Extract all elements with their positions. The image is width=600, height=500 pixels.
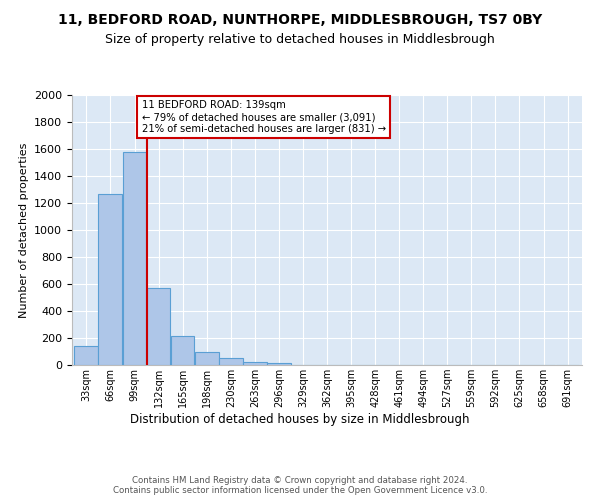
Bar — [243, 362, 266, 365]
Bar — [74, 346, 98, 365]
Text: 11, BEDFORD ROAD, NUNTHORPE, MIDDLESBROUGH, TS7 0BY: 11, BEDFORD ROAD, NUNTHORPE, MIDDLESBROU… — [58, 12, 542, 26]
Text: Contains HM Land Registry data © Crown copyright and database right 2024.
Contai: Contains HM Land Registry data © Crown c… — [113, 476, 487, 495]
Bar — [194, 352, 218, 365]
Text: 11 BEDFORD ROAD: 139sqm
← 79% of detached houses are smaller (3,091)
21% of semi: 11 BEDFORD ROAD: 139sqm ← 79% of detache… — [142, 100, 386, 134]
Bar — [98, 194, 122, 365]
Text: Size of property relative to detached houses in Middlesbrough: Size of property relative to detached ho… — [105, 34, 495, 46]
Bar — [219, 358, 242, 365]
Bar — [170, 336, 194, 365]
Bar — [146, 288, 170, 365]
Bar — [267, 363, 290, 365]
Y-axis label: Number of detached properties: Number of detached properties — [19, 142, 29, 318]
Bar — [122, 152, 146, 365]
Text: Distribution of detached houses by size in Middlesbrough: Distribution of detached houses by size … — [130, 412, 470, 426]
